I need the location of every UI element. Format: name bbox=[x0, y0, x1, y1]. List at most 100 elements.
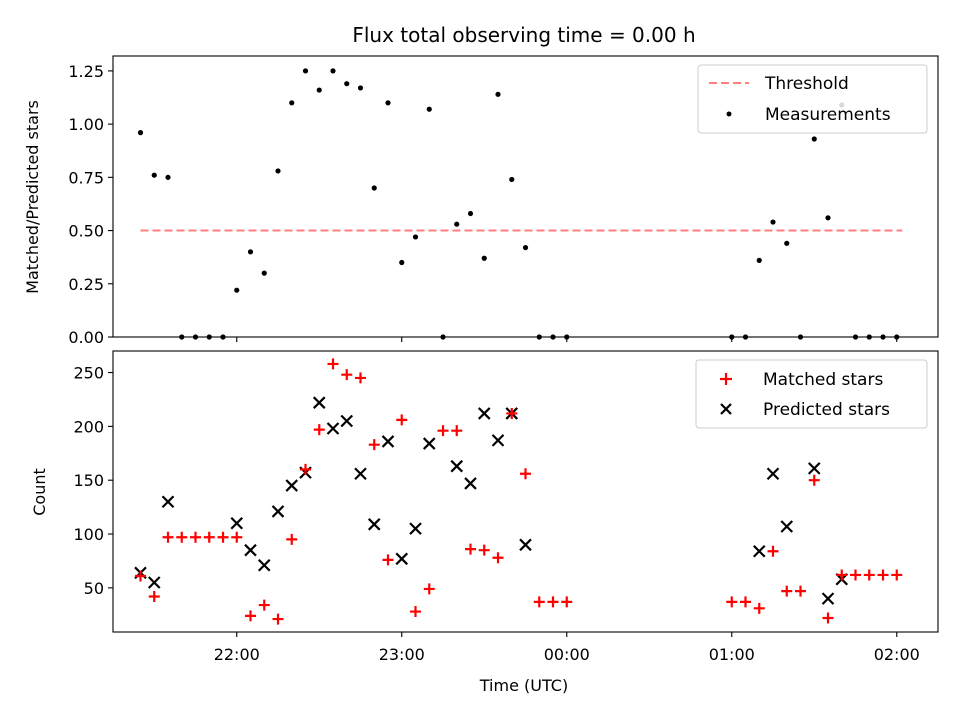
predicted-star-point bbox=[147, 576, 161, 589]
top-y-tick-label: 0.75 bbox=[68, 168, 104, 187]
matched-star-point bbox=[822, 612, 834, 624]
matched-star-point bbox=[547, 596, 559, 608]
matched-star-point bbox=[341, 369, 353, 381]
matched-star-point bbox=[767, 545, 779, 557]
measurement-point bbox=[495, 91, 501, 97]
matched-star-point bbox=[135, 570, 146, 582]
predicted-star-point bbox=[752, 544, 766, 558]
measurement-point bbox=[729, 334, 735, 340]
measurement-point bbox=[454, 221, 460, 227]
matched-star-point bbox=[203, 531, 215, 543]
measurement-point bbox=[770, 219, 776, 225]
measurement-point bbox=[151, 172, 157, 178]
matched-star-point bbox=[423, 583, 435, 595]
measurement-point bbox=[825, 215, 831, 221]
matched-star-point bbox=[368, 439, 380, 451]
predicted-star-point bbox=[161, 495, 175, 509]
bottom-y-tick-label: 150 bbox=[73, 471, 104, 490]
bottom-plot-frame bbox=[112, 350, 939, 633]
matched-star-point bbox=[726, 596, 738, 608]
measurement-point bbox=[275, 168, 281, 174]
bottom-y-tick-label: 50 bbox=[84, 579, 104, 598]
matched-star-point bbox=[217, 531, 229, 543]
bottom-y-tick-label: 250 bbox=[73, 364, 104, 383]
matched-star-point bbox=[808, 474, 820, 486]
top-legend-frame bbox=[697, 64, 928, 134]
matched-star-point bbox=[437, 425, 449, 437]
measurement-point bbox=[137, 130, 144, 136]
bottom-x-axis-label: Time (UTC) bbox=[479, 676, 568, 695]
top-y-tick-label: 0.25 bbox=[68, 275, 104, 294]
matched-star-point bbox=[396, 414, 408, 426]
matched-star-point bbox=[451, 425, 463, 437]
predicted-star-point bbox=[422, 437, 436, 450]
measurement-point bbox=[316, 87, 322, 93]
predicted-star-point bbox=[354, 467, 367, 481]
matched-star-point bbox=[245, 610, 256, 622]
predicted-star-point bbox=[230, 516, 244, 530]
bottom-x-tick-label: 23:00 bbox=[379, 645, 425, 664]
predicted-star-point bbox=[519, 538, 532, 552]
matched-star-point bbox=[286, 533, 298, 545]
bottom-x-tick-label: 01:00 bbox=[709, 645, 755, 664]
legend-predicted-swatch bbox=[720, 403, 732, 415]
predicted-star-point bbox=[395, 552, 409, 566]
predicted-star-point bbox=[807, 462, 821, 475]
measurement-point bbox=[880, 334, 886, 340]
measurement-point bbox=[467, 210, 474, 217]
matched-star-point bbox=[382, 554, 394, 566]
matched-star-point bbox=[162, 531, 174, 543]
legend-matched-swatch bbox=[720, 373, 732, 385]
measurement-point bbox=[756, 257, 762, 263]
matched-star-point bbox=[561, 596, 573, 608]
matched-star-point bbox=[850, 569, 861, 581]
measurement-point bbox=[330, 68, 336, 74]
measurement-point bbox=[550, 334, 556, 340]
matched-star-point bbox=[836, 569, 848, 581]
measurement-point bbox=[866, 334, 872, 340]
measurement-point bbox=[261, 270, 267, 276]
legend-predicted-label: Predicted stars bbox=[763, 400, 890, 420]
bottom-legend-frame bbox=[695, 359, 928, 429]
predicted-star-point bbox=[450, 459, 464, 473]
measurement-point bbox=[302, 68, 309, 74]
matched-star-point bbox=[465, 543, 476, 555]
measurement-point bbox=[165, 174, 171, 180]
top-y-tick-label: 0.50 bbox=[68, 222, 104, 241]
measurement-point bbox=[385, 100, 391, 106]
matched-star-point bbox=[877, 569, 889, 581]
matched-star-point bbox=[478, 544, 490, 556]
measurement-point bbox=[894, 334, 900, 340]
bottom-x-tick-label: 02:00 bbox=[874, 645, 920, 664]
matched-star-point bbox=[753, 602, 765, 614]
matched-star-point bbox=[781, 585, 793, 597]
predicted-star-point bbox=[367, 518, 381, 531]
matched-star-point bbox=[327, 358, 339, 370]
predicted-star-point bbox=[491, 434, 505, 447]
measurement-point bbox=[784, 240, 790, 246]
measurement-point bbox=[811, 136, 817, 142]
predicted-star-point bbox=[766, 467, 780, 481]
matched-star-point bbox=[506, 407, 518, 419]
matched-star-point bbox=[258, 599, 270, 611]
predicted-star-point bbox=[340, 414, 354, 428]
matched-star-point bbox=[148, 590, 160, 602]
matched-star-point bbox=[355, 372, 366, 384]
predicted-star-point bbox=[326, 422, 340, 435]
top-chart-title: Flux total observing time = 0.00 h bbox=[352, 23, 695, 47]
bottom-legend: Matched stars Predicted stars bbox=[695, 359, 928, 429]
predicted-star-point bbox=[381, 435, 395, 448]
measurement-point bbox=[206, 334, 212, 340]
matched-star-point bbox=[176, 531, 188, 543]
measurement-point bbox=[481, 255, 487, 261]
top-legend: Threshold Measurements bbox=[697, 64, 928, 134]
measurement-point bbox=[440, 334, 446, 340]
predicted-star-point bbox=[257, 558, 271, 572]
top-y-tick-label: 0.00 bbox=[68, 328, 104, 347]
matched-star-point bbox=[492, 552, 504, 564]
predicted-star-point bbox=[285, 479, 299, 492]
measurement-point bbox=[192, 334, 199, 340]
matched-star-point bbox=[410, 606, 421, 618]
matched-star-point bbox=[231, 531, 243, 543]
